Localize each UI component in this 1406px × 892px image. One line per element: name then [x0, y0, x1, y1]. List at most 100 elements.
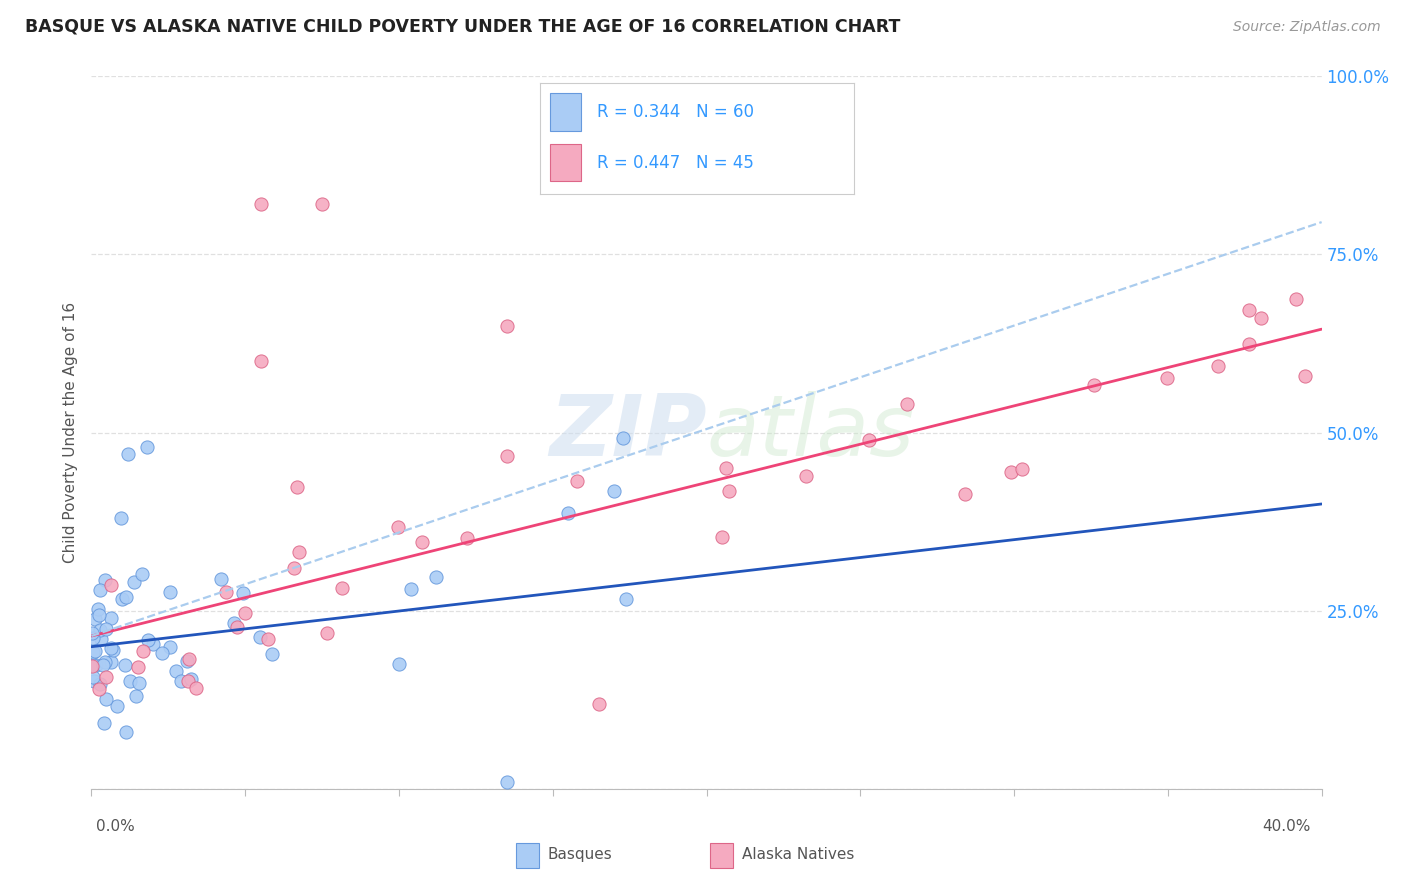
Text: ZIP: ZIP	[548, 391, 706, 475]
Point	[495, 775, 517, 789]
Text: Basques: Basques	[548, 847, 613, 863]
Point	[180, 672, 202, 686]
Point	[84, 657, 107, 672]
Point	[89, 677, 111, 691]
Point	[332, 581, 354, 595]
Point	[249, 630, 271, 644]
Point	[82, 631, 104, 645]
Point	[256, 632, 278, 646]
Point	[1294, 369, 1316, 384]
Point	[1208, 359, 1230, 373]
Point	[152, 646, 174, 660]
Point	[84, 612, 107, 626]
Point	[117, 447, 139, 461]
Point	[1083, 377, 1105, 392]
Point	[858, 433, 880, 447]
Point	[105, 699, 128, 714]
Point	[177, 652, 200, 666]
Point	[716, 460, 738, 475]
Point	[224, 616, 246, 631]
Point	[82, 659, 104, 673]
Point	[89, 624, 111, 638]
Text: Alaska Natives: Alaska Natives	[742, 847, 853, 863]
Point	[1239, 303, 1261, 318]
Point	[496, 450, 519, 464]
Point	[114, 657, 136, 672]
Point	[896, 397, 918, 411]
Point	[170, 674, 193, 689]
Point	[135, 440, 157, 454]
Point	[87, 602, 110, 616]
Point	[89, 582, 111, 597]
Point	[110, 511, 132, 525]
Point	[122, 574, 145, 589]
Text: Source: ZipAtlas.com: Source: ZipAtlas.com	[1233, 21, 1381, 34]
Point	[953, 487, 976, 501]
Point	[82, 658, 104, 673]
Point	[103, 643, 125, 657]
Text: 40.0%: 40.0%	[1263, 820, 1310, 834]
Text: BASQUE VS ALASKA NATIVE CHILD POVERTY UNDER THE AGE OF 16 CORRELATION CHART: BASQUE VS ALASKA NATIVE CHILD POVERTY UN…	[25, 17, 901, 35]
Point	[603, 484, 626, 499]
Point	[87, 681, 110, 696]
Point	[159, 585, 181, 599]
Point	[1011, 461, 1033, 475]
Point	[176, 654, 198, 668]
Point	[131, 567, 153, 582]
Point	[495, 318, 517, 333]
Point	[209, 572, 232, 586]
Point	[128, 676, 150, 690]
Point	[387, 519, 409, 533]
Point	[82, 670, 104, 684]
Point	[794, 469, 817, 483]
Point	[96, 623, 118, 637]
Point	[232, 586, 254, 600]
Point	[425, 570, 447, 584]
Bar	[710, 843, 734, 868]
Point	[136, 632, 159, 647]
Point	[214, 585, 236, 599]
Point	[83, 673, 105, 688]
Point	[612, 431, 634, 445]
Point	[315, 625, 337, 640]
Point	[1156, 371, 1178, 385]
Point	[131, 644, 153, 658]
Point	[184, 681, 207, 695]
Point	[159, 640, 181, 654]
Point	[557, 506, 579, 520]
Point	[93, 716, 115, 731]
Point	[388, 657, 411, 671]
Point	[115, 725, 138, 739]
Point	[1250, 310, 1272, 325]
Point	[718, 483, 741, 498]
Point	[94, 573, 117, 587]
Point	[311, 197, 333, 211]
Point	[710, 530, 733, 544]
Point	[127, 659, 149, 673]
Point	[588, 697, 610, 711]
Point	[1285, 292, 1308, 306]
Point	[567, 474, 589, 488]
Point	[100, 578, 122, 592]
Point	[283, 561, 305, 575]
Point	[82, 625, 104, 640]
Point	[177, 674, 200, 689]
Point	[262, 647, 284, 661]
Point	[226, 620, 249, 634]
Bar	[516, 843, 538, 868]
Point	[118, 673, 141, 688]
Point	[82, 645, 104, 659]
Point	[249, 354, 271, 368]
Point	[1237, 337, 1260, 351]
Point	[94, 655, 117, 669]
Point	[233, 607, 256, 621]
Point	[100, 610, 122, 624]
Point	[91, 657, 114, 672]
Text: atlas: atlas	[706, 391, 914, 475]
Point	[614, 592, 637, 607]
Point	[96, 671, 118, 685]
Point	[1000, 465, 1022, 479]
Point	[125, 689, 148, 703]
Y-axis label: Child Poverty Under the Age of 16: Child Poverty Under the Age of 16	[63, 302, 79, 563]
Point	[111, 592, 134, 607]
